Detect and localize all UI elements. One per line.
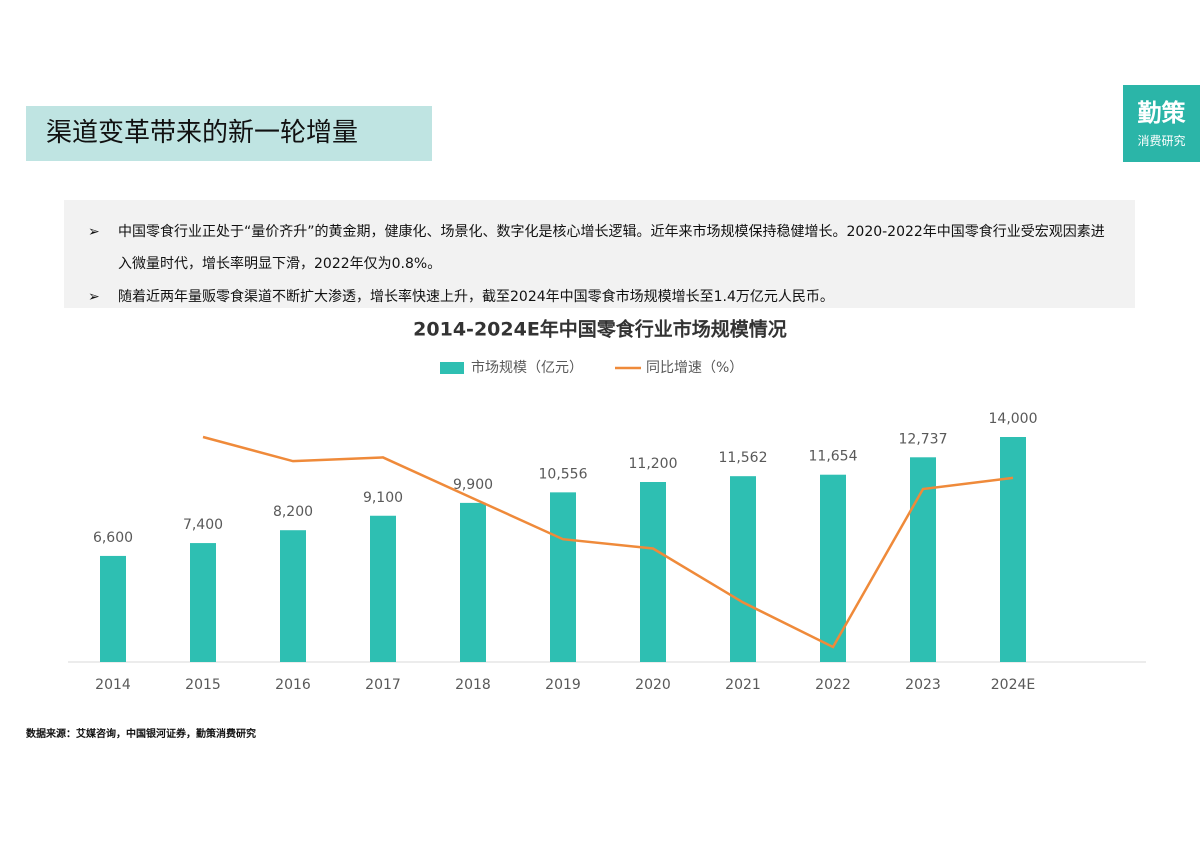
logo-name: 勤策 <box>1137 99 1186 127</box>
legend-label: 市场规模（亿元） <box>471 359 583 376</box>
bullet: 中国零食行业正处于“量价齐升”的黄金期，健康化、场景化、数字化是核心增长逻辑。近… <box>118 224 1105 272</box>
bullet-marker: ➢ <box>88 289 100 305</box>
line <box>202 435 1014 649</box>
bar <box>730 476 756 662</box>
value-label: 6,600 <box>93 530 133 546</box>
legend-label: 同比增速（%） <box>646 360 743 376</box>
value-label: 11,654 <box>809 449 858 465</box>
value-label: 14,000 <box>989 411 1038 427</box>
x-tick-label: 2019 <box>545 677 581 693</box>
bar <box>640 482 666 662</box>
x-tick-label: 2017 <box>365 677 401 693</box>
bar <box>1000 437 1026 662</box>
header-title: 渠道变革带来的新一轮增量 <box>26 106 432 161</box>
value-label: 7,400 <box>183 517 223 533</box>
x-tick-label: 2023 <box>905 677 941 693</box>
logo: 勤策 消费研究 <box>1123 85 1200 162</box>
bar <box>460 502 486 662</box>
chart-title: 2014-2024E年中国零食行业市场规模情况 <box>413 318 787 341</box>
x-tick-label: 2014 <box>95 677 131 693</box>
bar <box>280 530 306 662</box>
x-tick-label: 2015 <box>185 677 221 693</box>
value-label: 10,556 <box>539 466 588 482</box>
x-tick-label: 2016 <box>275 677 311 693</box>
source: 数据来源：艾媒咨询，中国银河证券，勤策消费研究 <box>26 729 256 740</box>
bar <box>100 555 126 662</box>
x-tick-label: 2022 <box>815 677 851 693</box>
value-label: 11,200 <box>629 456 678 472</box>
x-tick-label: 2020 <box>635 677 671 693</box>
bar <box>370 515 396 662</box>
bullet: 随着近两年量贩零食渠道不断扩大渗透，增长率快速上升，截至2024年中国零食市场规… <box>118 289 834 305</box>
bar <box>820 474 846 662</box>
chart: 2014-2024E年中国零食行业市场规模情况 2014 2015 2016 2017… <box>68 318 1146 693</box>
value-label: 8,200 <box>273 504 313 520</box>
logo-subtitle: 消费研究 <box>1137 134 1186 148</box>
value-label: 11,562 <box>719 450 768 466</box>
value-label: 9,900 <box>453 477 493 493</box>
x-tick-label: 2024E <box>991 677 1035 693</box>
value-label: 12,737 <box>899 431 948 447</box>
x-tick-label: 2021 <box>725 677 761 693</box>
bullet-marker: ➢ <box>88 224 100 240</box>
value-label: 9,100 <box>363 490 403 506</box>
bullet-box: ➢ 中国零食行业正处于“量价齐升”的黄金期，健康化、场景化、数字化是核心增长逻辑。… <box>64 200 1135 308</box>
bar <box>190 543 216 662</box>
bar <box>550 492 576 662</box>
x-tick-label: 2018 <box>455 677 491 693</box>
legend-swatch <box>440 362 464 374</box>
